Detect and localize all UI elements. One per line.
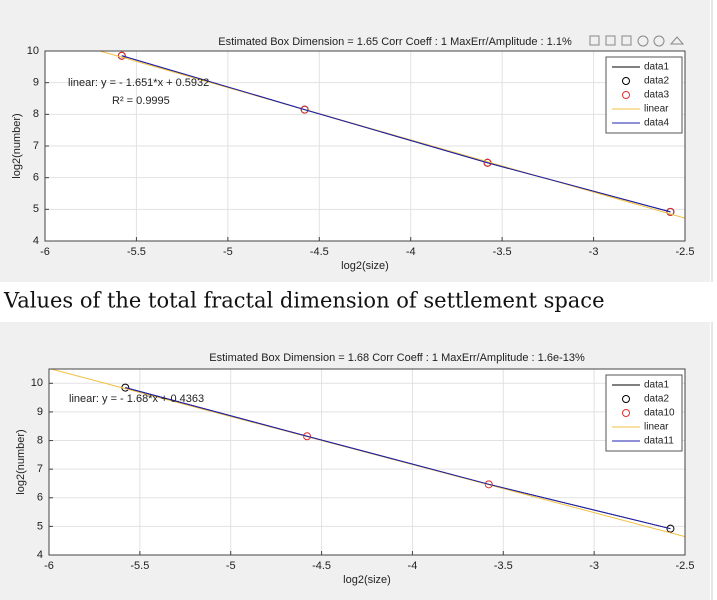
x-tick-label: -5.5 xyxy=(130,560,149,572)
x-tick-label: -2.5 xyxy=(676,560,695,572)
tool-icon[interactable] xyxy=(653,35,665,47)
y-tick-label: 10 xyxy=(27,45,39,57)
y-tick-label: 4 xyxy=(37,549,43,561)
series-line xyxy=(121,55,671,213)
y-tick-label: 7 xyxy=(37,463,43,475)
legend-label: linear xyxy=(644,104,669,115)
annotation: R² = 0.9995 xyxy=(112,95,170,107)
legend-label: data1 xyxy=(644,380,669,391)
legend-label: data4 xyxy=(644,118,669,129)
y-tick-label: 7 xyxy=(33,140,39,152)
plot-layer xyxy=(99,51,685,219)
y-tick-label: 9 xyxy=(37,406,43,418)
plot-area xyxy=(49,369,685,555)
chart-title: Estimated Box Dimension = 1.68 Corr Coef… xyxy=(209,352,585,364)
plot-layer xyxy=(49,369,685,538)
y-tick-label: 6 xyxy=(37,492,43,504)
y-tick-label: 8 xyxy=(33,108,39,120)
x-axis-label: log2(size) xyxy=(341,260,389,272)
tool-icon[interactable] xyxy=(621,35,632,46)
x-tick-label: -3 xyxy=(589,560,599,572)
annotation: linear: y = - 1.651*x + 0.5932 xyxy=(68,77,209,89)
legend-label: data10 xyxy=(644,408,675,419)
x-tick-label: -4.5 xyxy=(312,560,331,572)
tool-icon[interactable] xyxy=(637,35,649,47)
y-tick-label: 8 xyxy=(37,434,43,446)
marker xyxy=(666,207,675,216)
y-tick-label: 4 xyxy=(33,235,39,247)
tool-icon[interactable] xyxy=(605,35,616,46)
x-tick-label: -3.5 xyxy=(494,560,513,572)
legend-swatch xyxy=(622,91,630,99)
chart-title: Estimated Box Dimension = 1.65 Corr Coef… xyxy=(218,36,572,48)
legend-swatch xyxy=(622,409,630,417)
x-tick-label: -5 xyxy=(226,560,236,572)
x-tick-label: -4.5 xyxy=(310,246,329,258)
x-tick-label: -5.5 xyxy=(127,246,146,258)
tool-icon[interactable] xyxy=(669,36,685,45)
axes-box xyxy=(48,368,686,556)
axes-box xyxy=(44,50,686,242)
tool-icon[interactable] xyxy=(589,35,600,46)
x-tick-label: -3.5 xyxy=(493,246,512,258)
x-tick-label: -6 xyxy=(40,246,50,258)
y-axis-label: log2(number) xyxy=(15,429,27,494)
x-tick-label: -3 xyxy=(589,246,599,258)
y-tick-label: 6 xyxy=(33,172,39,184)
y-tick-label: 5 xyxy=(37,520,43,532)
annotation: linear: y = - 1.68*x + 0.4363 xyxy=(69,393,204,405)
legend-swatch xyxy=(622,395,630,403)
legend-label: data11 xyxy=(644,436,674,447)
legend-box xyxy=(605,56,683,134)
y-tick-label: 5 xyxy=(33,203,39,215)
legend-label: data2 xyxy=(644,76,669,87)
y-tick-label: 9 xyxy=(33,77,39,89)
x-tick-label: -2.5 xyxy=(676,246,695,258)
legend-label: data3 xyxy=(644,90,669,101)
toolbar[interactable] xyxy=(589,35,685,47)
x-tick-label: -5 xyxy=(223,246,233,258)
y-axis-label: log2(number) xyxy=(11,113,23,178)
x-axis-label: log2(size) xyxy=(343,574,391,586)
x-tick-label: -6 xyxy=(44,560,54,572)
marker xyxy=(666,524,675,533)
y-tick-label: 10 xyxy=(31,377,43,389)
series-line xyxy=(125,387,671,530)
legend-label: data1 xyxy=(644,62,669,73)
marker xyxy=(300,105,309,114)
caption: Values of the total fractal dimension of… xyxy=(3,289,605,313)
legend-box xyxy=(605,374,683,452)
legend-swatch xyxy=(622,77,630,85)
x-tick-label: -4 xyxy=(406,246,416,258)
x-tick-label: -4 xyxy=(408,560,418,572)
legend-label: linear xyxy=(644,422,669,433)
legend-label: data2 xyxy=(644,394,669,405)
